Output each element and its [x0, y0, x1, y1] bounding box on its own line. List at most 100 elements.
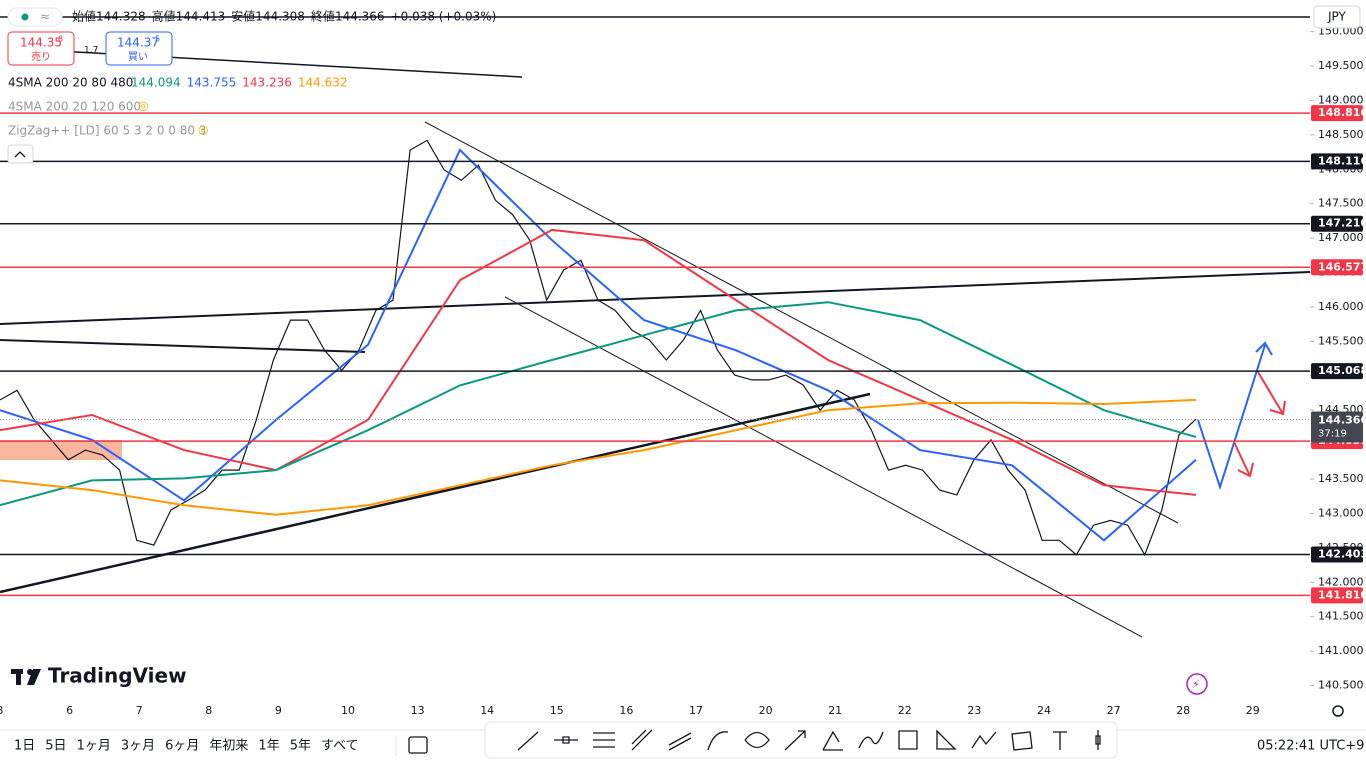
ohlc-label: 安値	[231, 9, 255, 24]
logo: TradingView	[11, 664, 187, 688]
range-button[interactable]: 5年	[290, 739, 311, 754]
moving-average	[0, 148, 1197, 542]
alert-icon[interactable]	[1186, 673, 1208, 695]
range-button[interactable]: 1年	[258, 739, 279, 754]
y-tick-label: 141.500	[1318, 610, 1364, 623]
moving-average	[0, 398, 1197, 516]
tool-icon[interactable]	[707, 731, 729, 751]
status-icon: ≈	[40, 10, 50, 24]
tool-icon[interactable]	[822, 730, 843, 751]
buy-label[interactable]: 買い	[128, 51, 148, 63]
currency[interactable]: JPY	[1327, 10, 1347, 24]
projection-arrow	[1197, 344, 1266, 491]
y-tick-label: 146.000	[1318, 300, 1364, 313]
range-button[interactable]: 1日	[14, 739, 35, 754]
tool-icon[interactable]	[1011, 731, 1033, 751]
x-tick-label: 24	[1037, 704, 1051, 717]
moving-average	[0, 228, 1197, 496]
settings-icon[interactable]	[1332, 705, 1344, 717]
alert-glyph[interactable]: ⚡	[1192, 678, 1200, 691]
level-tag	[1311, 105, 1363, 122]
level-tag	[1311, 259, 1363, 276]
spread: 1.7	[84, 46, 98, 56]
tool-icon[interactable]	[554, 736, 578, 744]
x-tick-label: 28	[1176, 704, 1190, 717]
range-button[interactable]: すべて	[321, 739, 359, 754]
x-tick-label: 15	[550, 704, 564, 717]
tool-icon[interactable]	[784, 730, 806, 751]
range-button[interactable]: 3ヶ月	[121, 739, 155, 754]
x-tick-label: 22	[898, 704, 912, 717]
x-tick-label: 20	[759, 704, 773, 717]
ohlc-value: 144.328	[96, 10, 146, 24]
channel-line	[504, 296, 1143, 638]
channel-line	[424, 121, 1179, 524]
range-button[interactable]: 5日	[45, 739, 66, 754]
y-tick-label: 147.500	[1318, 197, 1364, 210]
drawing-tools	[517, 729, 1101, 751]
level-tag	[1311, 363, 1363, 380]
indicator-title[interactable]: 4SMA 200 20 80 480	[8, 76, 133, 90]
ohlc-value: 144.413	[176, 10, 226, 24]
x-tick-label: 7	[136, 704, 143, 717]
tool-icon[interactable]	[858, 731, 884, 749]
indicator-value: 144.094	[131, 76, 181, 90]
y-tick-label: 143.500	[1318, 472, 1364, 485]
range-button[interactable]: 6ヶ月	[165, 739, 199, 754]
x-tick-label: 8	[205, 704, 212, 717]
tool-icon[interactable]	[744, 731, 770, 749]
range-button[interactable]: 年初来	[209, 738, 248, 754]
buy-price[interactable]: 144.37	[117, 36, 159, 50]
buy-pip[interactable]: 5	[155, 35, 160, 44]
level-label: 148.816	[1318, 106, 1366, 119]
zone	[0, 440, 122, 460]
currency-button[interactable]	[1313, 5, 1361, 29]
y-tick-label: 145.500	[1318, 334, 1364, 347]
x-tick-label: 3	[0, 704, 4, 717]
sell-pip[interactable]: 8	[58, 35, 63, 44]
x-tick-label: 10	[341, 704, 355, 717]
time-axis: 3 6 7 8 9 10 13 14 15 16 17 20 21 22 23 24 27 28 29	[0, 704, 1260, 717]
tool-icon[interactable]	[898, 730, 918, 750]
indicator-values: 144.094 143.755 143.236 144.632	[131, 76, 348, 90]
date-range-icon[interactable]	[408, 736, 428, 754]
trendline	[0, 392, 871, 594]
moving-average	[0, 301, 1197, 507]
tool-icon[interactable]	[936, 729, 957, 750]
sell-label[interactable]: 売り	[31, 50, 51, 63]
y-tick-label: 142.000	[1318, 575, 1364, 588]
ohlc-label: 始値	[72, 9, 96, 24]
level-label: 148.116	[1318, 154, 1366, 167]
level-tag	[1311, 587, 1363, 604]
buy-button[interactable]	[105, 31, 173, 66]
plot-area	[0, 16, 1311, 638]
x-tick-label: 9	[275, 704, 282, 717]
logo-mark	[16, 669, 21, 685]
tool-icon[interactable]	[517, 731, 539, 751]
indicator-title[interactable]: ZigZag++ [LD] 60 5 3 2 0 0 80 3	[8, 124, 206, 138]
hidden-icon[interactable]: ◎	[138, 99, 148, 113]
tool-icon[interactable]	[1095, 730, 1101, 750]
tool-icon[interactable]	[593, 732, 615, 748]
current-price-tag	[1311, 411, 1363, 443]
sell-price[interactable]: 144.35	[20, 36, 62, 50]
ohlc-label: 終値	[311, 9, 335, 24]
tool-icon[interactable]	[631, 729, 653, 751]
sell-button[interactable]	[7, 31, 75, 66]
collapse-icon[interactable]	[14, 151, 26, 158]
projection-arrow	[1257, 371, 1284, 415]
hidden-icon[interactable]: ◎	[198, 123, 208, 137]
projection-arrow	[1233, 441, 1251, 477]
tool-icon[interactable]	[668, 732, 692, 751]
collapse-button[interactable]	[7, 144, 34, 164]
status-dot	[21, 13, 29, 21]
status-pill	[7, 7, 63, 27]
level-label: 142.403	[1318, 548, 1366, 561]
ohlc-value: 144.366	[335, 10, 385, 24]
indicator-title[interactable]: 4SMA 200 20 120 600	[8, 100, 141, 114]
drawing-toolbar	[484, 721, 1118, 759]
tool-icon[interactable]	[971, 731, 997, 749]
clock: 05:22:41 UTC+9	[1257, 739, 1364, 754]
tool-icon[interactable]	[1053, 731, 1067, 750]
range-button[interactable]: 1ヶ月	[77, 739, 111, 754]
